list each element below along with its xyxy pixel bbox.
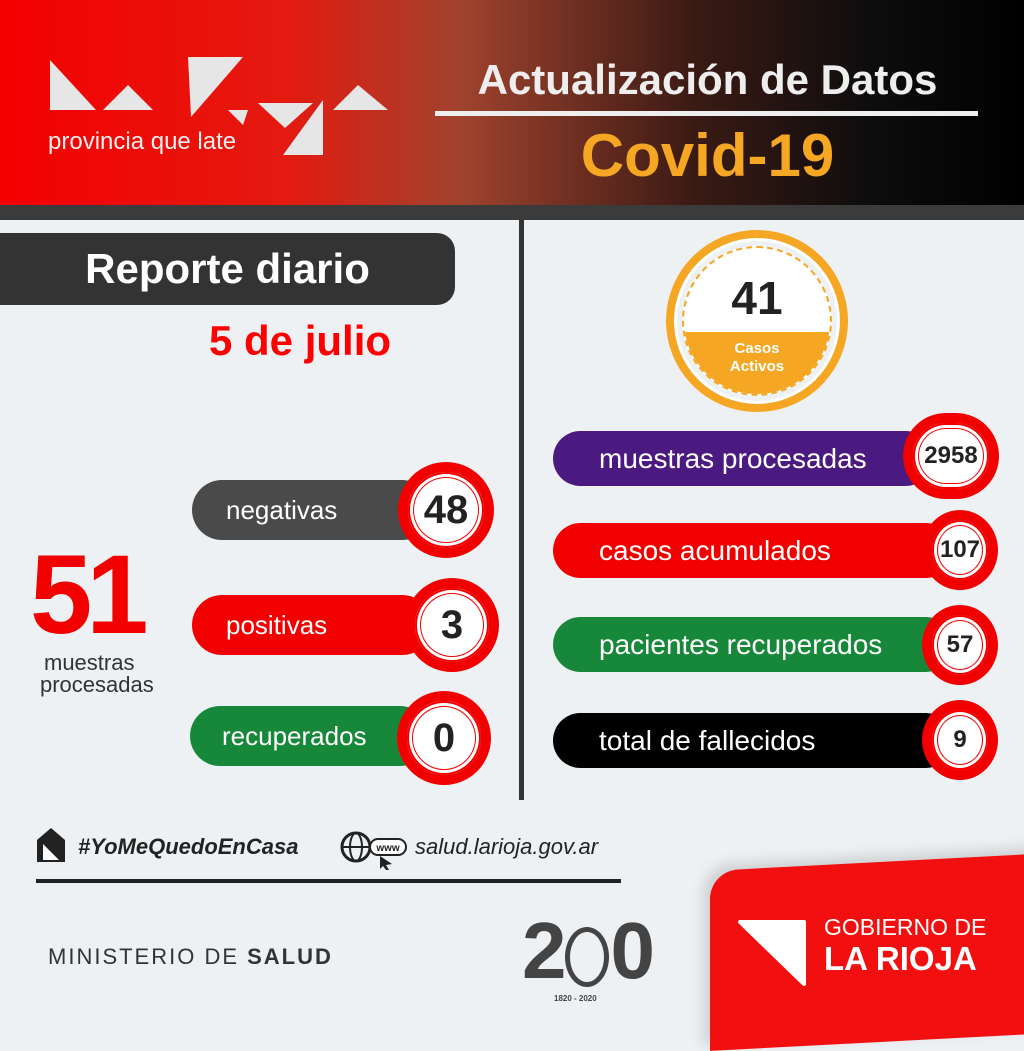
website-link[interactable]: salud.larioja.gov.ar — [415, 834, 599, 859]
stat-value-circle: 3 — [405, 578, 499, 672]
stat-value-circle: 57 — [922, 605, 998, 685]
stat-value-circle: 2958 — [903, 413, 999, 499]
label-line: muestras — [44, 650, 135, 675]
stat-label: positivas — [226, 610, 328, 640]
report-label: Reporte diario — [0, 233, 455, 305]
stat-label: total de fallecidos — [599, 725, 816, 756]
gov-line2: LA RIOJA — [824, 940, 977, 977]
column-divider — [519, 220, 524, 800]
page-title: Actualización de Datos — [477, 56, 938, 103]
stat-negativas: negativas — [192, 480, 432, 540]
stat-value-circle: 0 — [397, 691, 491, 785]
stat-label: muestras procesadas — [599, 443, 867, 474]
www-label: www — [375, 843, 400, 854]
title-divider — [435, 111, 978, 116]
globe-icon: www — [340, 831, 407, 870]
gobierno-logo-icon — [738, 920, 806, 986]
stat-value-circle: 9 — [922, 700, 998, 780]
hashtag: #YoMeQuedoEnCasa — [78, 834, 299, 859]
label-line: Casos — [734, 340, 780, 357]
bicentennial-years: 1820 - 2020 — [554, 994, 597, 1003]
cursor-icon — [380, 856, 392, 870]
logo-tagline: provincia que late — [48, 128, 237, 155]
stat-muestras-procesadas: muestras procesadas — [553, 431, 933, 486]
total-samples-label: muestras procesadas — [40, 652, 154, 696]
stat-recuperados: recuperados — [190, 706, 430, 766]
stat-casos-acumulados: casos acumulados — [553, 523, 953, 578]
label-line: Activos — [729, 358, 785, 375]
la-rioja-logo — [50, 57, 388, 155]
ministry-bold: SALUD — [247, 944, 333, 969]
gov-line1: GOBIERNO DE — [824, 914, 987, 940]
stat-label: casos acumulados — [599, 535, 831, 566]
stat-label: pacientes recuperados — [599, 629, 883, 660]
ministry-label: MINISTERIO DE SALUD — [48, 944, 333, 970]
label-line: procesadas — [40, 672, 154, 697]
stat-value-circle: 107 — [922, 510, 998, 590]
stat-total-fallecidos: total de fallecidos — [553, 713, 953, 768]
gobierno-label: GOBIERNO DE LA RIOJA — [824, 914, 986, 977]
report-date: 5 de julio — [208, 317, 392, 364]
header — [0, 0, 1024, 205]
ministry-prefix: MINISTERIO DE — [48, 944, 248, 969]
stat-positivas: positivas — [192, 595, 432, 655]
stat-label: recuperados — [222, 721, 367, 751]
active-cases-badge: 41 Casos Activos — [666, 230, 848, 412]
page-subtitle: Covid-19 — [580, 122, 835, 189]
active-cases-label: Casos Activos — [684, 340, 830, 376]
stat-value-circle: 48 — [398, 462, 494, 558]
stat-pacientes-recuperados: pacientes recuperados — [553, 617, 953, 672]
stat-label: negativas — [226, 495, 338, 525]
total-samples-value: 51 — [30, 532, 149, 657]
house-icon — [37, 828, 65, 862]
active-cases-value: 41 — [731, 272, 783, 324]
footer-divider — [36, 879, 621, 883]
header-band — [0, 205, 1024, 220]
